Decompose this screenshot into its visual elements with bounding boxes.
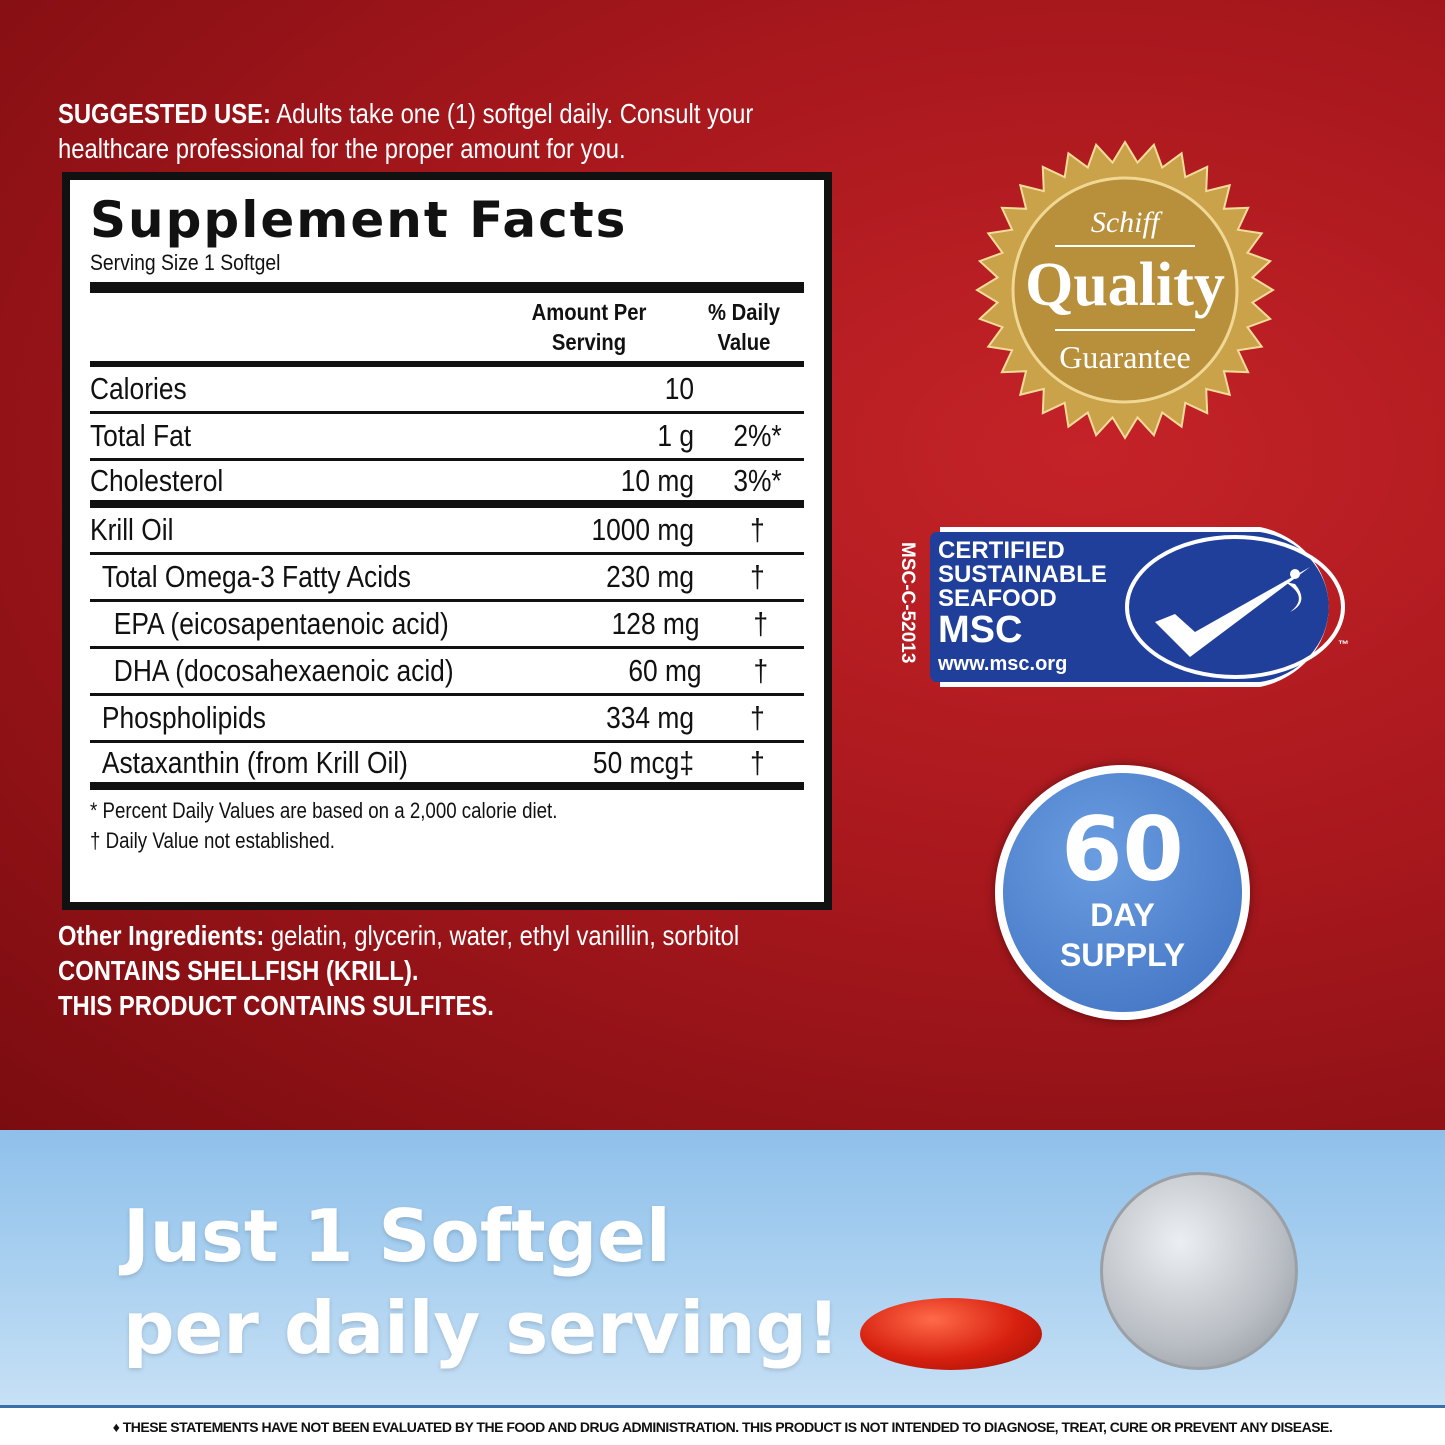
nutrient-name: Phospholipids bbox=[101, 700, 266, 735]
nutrient-name: EPA (eicosapentaenoic acid) bbox=[113, 606, 449, 641]
seal-guarantee: Guarantee bbox=[1059, 339, 1190, 375]
allergen-warning: CONTAINS SHELLFISH (KRILL). bbox=[58, 955, 419, 986]
nutrient-amount: 10 bbox=[664, 371, 694, 406]
col-amount: Amount Per Serving bbox=[531, 299, 647, 355]
facts-row: Cholesterol 10 mg 3%* bbox=[90, 461, 804, 508]
msc-line2: SUSTAINABLE bbox=[938, 561, 1107, 588]
facts-row: DHA (docosahexaenoic acid) 60 mg † bbox=[90, 649, 804, 696]
nutrient-name: DHA (docosahexaenoic acid) bbox=[113, 653, 454, 688]
facts-row: Phospholipids 334 mg † bbox=[90, 696, 804, 743]
nutrient-name: Astaxanthin (from Krill Oil) bbox=[101, 744, 408, 780]
other-ingredients-label: Other Ingredients: bbox=[58, 920, 265, 951]
nutrient-amount: 50 mcg‡ bbox=[592, 744, 694, 780]
nutrient-amount: 10 mg bbox=[620, 462, 694, 498]
facts-row: Krill Oil 1000 mg † bbox=[90, 508, 804, 555]
suggested-use: SUGGESTED USE: Adults take one (1) softg… bbox=[58, 96, 849, 166]
nutrient-amount: 1000 mg bbox=[591, 512, 694, 547]
facts-row: Astaxanthin (from Krill Oil) 50 mcg‡ † bbox=[90, 743, 804, 790]
msc-url: www.msc.org bbox=[937, 653, 1067, 675]
other-ingredients-text: gelatin, glycerin, water, ethyl vanillin… bbox=[264, 920, 740, 951]
tagline-line2: per daily serving! bbox=[123, 1286, 840, 1370]
nutrient-dv: † bbox=[752, 606, 768, 641]
footnote-dv: * Percent Daily Values are based on a 2,… bbox=[90, 798, 558, 823]
facts-row: Total Fat 1 g 2%* bbox=[90, 414, 804, 461]
other-ingredients: Other Ingredients: gelatin, glycerin, wa… bbox=[58, 918, 849, 1023]
msc-certified-logo: MSC-C-52013 CERTIFIED SUSTAINABLE SEAFOO… bbox=[897, 527, 1349, 687]
supply-number: 60 bbox=[1061, 798, 1184, 901]
nutrient-name: Krill Oil bbox=[90, 512, 174, 547]
facts-row: Calories 10 bbox=[90, 367, 804, 414]
nutrient-dv: † bbox=[750, 700, 765, 735]
supplement-facts-panel: Supplement Facts Serving Size 1 Softgel … bbox=[62, 172, 832, 910]
seal-brand: Schiff bbox=[1091, 206, 1163, 239]
softgel-image bbox=[860, 1298, 1042, 1370]
nutrient-amount: 128 mg bbox=[611, 606, 700, 641]
tagline-line1: Just 1 Softgel bbox=[123, 1194, 671, 1278]
supply-supply: SUPPLY bbox=[1059, 937, 1186, 973]
quarter-coin-image bbox=[1100, 1172, 1298, 1370]
checkmark-fish-icon bbox=[1155, 567, 1310, 657]
nutrient-name: Total Omega-3 Fatty Acids bbox=[101, 559, 411, 594]
nutrient-dv: 2%* bbox=[733, 418, 782, 453]
col-dv: % Daily Value bbox=[707, 299, 780, 355]
nutrient-amount: 1 g bbox=[657, 418, 694, 453]
msc-name: MSC bbox=[938, 609, 1022, 651]
quality-guarantee-seal: Schiff Quality Guarantee bbox=[975, 140, 1275, 440]
nutrient-dv: † bbox=[750, 512, 765, 547]
msc-tm: ™ bbox=[1338, 639, 1349, 651]
facts-row: Total Omega-3 Fatty Acids 230 mg † bbox=[90, 555, 804, 602]
suggested-use-text: Adults take one (1) softgel daily. Consu… bbox=[58, 98, 754, 164]
msc-line3: SEAFOOD bbox=[938, 585, 1057, 612]
nutrient-amount: 230 mg bbox=[606, 559, 694, 594]
nutrient-amount: 60 mg bbox=[628, 653, 702, 688]
msc-line1: CERTIFIED bbox=[938, 537, 1065, 564]
nutrient-name: Total Fat bbox=[90, 418, 192, 453]
tagline: Just 1 Softgel per daily serving! bbox=[123, 1190, 840, 1374]
nutrient-name: Cholesterol bbox=[90, 462, 224, 498]
footnote-dagger: † Daily Value not established. bbox=[90, 828, 335, 853]
nutrient-amount: 334 mg bbox=[606, 700, 694, 735]
facts-header: Amount Per Serving % Daily Value bbox=[90, 297, 804, 367]
sixty-day-supply-badge: 60 DAY SUPPLY bbox=[995, 765, 1250, 1020]
sulfites-warning: THIS PRODUCT CONTAINS SULFITES. bbox=[58, 990, 494, 1021]
nutrient-dv: † bbox=[750, 744, 765, 780]
facts-row: EPA (eicosapentaenoic acid) 128 mg † bbox=[90, 602, 804, 649]
fda-disclaimer: ♦ THESE STATEMENTS HAVE NOT BEEN EVALUAT… bbox=[0, 1405, 1445, 1445]
seal-quality: Quality bbox=[1025, 251, 1225, 319]
supply-day: DAY bbox=[1090, 897, 1155, 933]
nutrient-dv: 3%* bbox=[733, 462, 782, 498]
divider bbox=[90, 282, 804, 293]
facts-title: Supplement Facts bbox=[90, 191, 628, 249]
nutrient-name: Calories bbox=[90, 371, 187, 406]
nutrient-dv: † bbox=[753, 653, 769, 688]
nutrient-dv: † bbox=[750, 559, 765, 594]
serving-size: Serving Size 1 Softgel bbox=[90, 250, 281, 275]
msc-code: MSC-C-52013 bbox=[897, 542, 918, 663]
suggested-use-label: SUGGESTED USE: bbox=[58, 98, 271, 129]
